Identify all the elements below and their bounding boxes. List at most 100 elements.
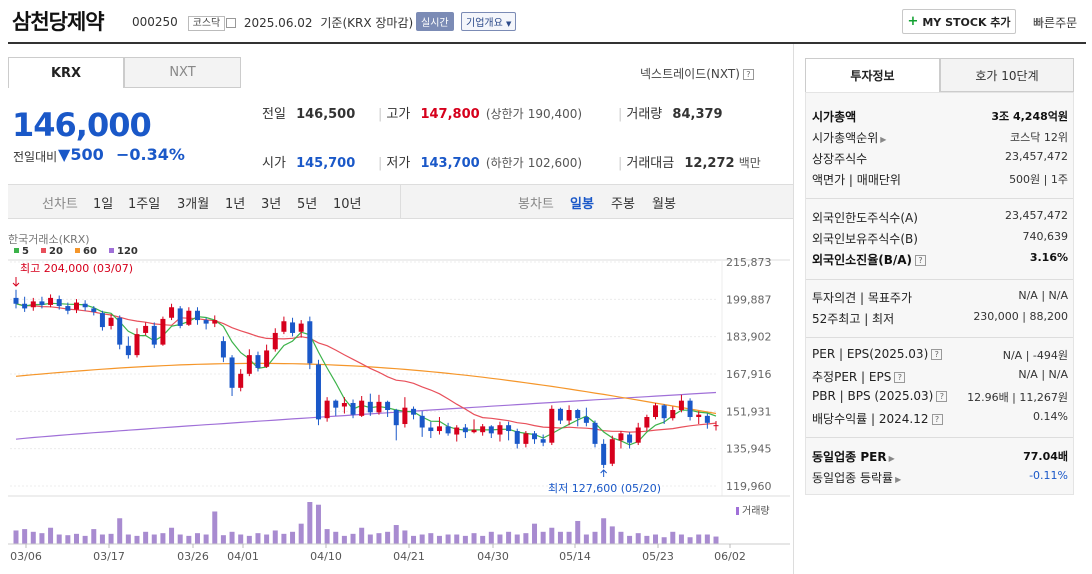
ma5-line <box>15 302 717 446</box>
candle-body <box>635 427 641 443</box>
info-key-wrap: 액면가 | 매매단위 <box>812 171 901 188</box>
page-title: 삼천당제약 <box>12 10 105 34</box>
chevron-right-icon[interactable]: ▶ <box>888 454 895 463</box>
candle-monthly[interactable]: 월봉 <box>652 197 676 212</box>
info-key-wrap: 외국인소진율(B/A)? <box>812 251 927 268</box>
candle-body <box>264 350 270 367</box>
upper-limit-label: (상한가 <box>485 107 524 121</box>
add-mystock-button[interactable]: + MY STOCK 추가 <box>902 9 1016 34</box>
info-row: PER | EPS(2025.03)? N/A | -494원 <box>812 347 1068 363</box>
period-1d[interactable]: 1일 <box>93 197 114 212</box>
volume-bar <box>220 535 226 544</box>
x-tick-label: 03/06 <box>10 550 42 563</box>
info-key-wrap: 52주최고 | 최저 <box>812 310 894 327</box>
candle-weekly[interactable]: 주봉 <box>611 197 635 212</box>
help-icon[interactable]: ? <box>915 255 927 266</box>
candle-body <box>419 415 425 428</box>
volume-bar <box>194 533 200 544</box>
help-icon[interactable]: ? <box>894 372 906 383</box>
candle-body <box>644 417 650 428</box>
basis-date: 2025.06.02 기준(KRX 장마감) <box>226 14 413 31</box>
volume-bar <box>290 531 296 544</box>
period-3y[interactable]: 3년 <box>261 197 282 212</box>
volume-label: 거래량 <box>742 505 770 517</box>
info-key: 52주최고 | 최저 <box>812 312 895 326</box>
volume-bar <box>506 531 512 544</box>
y-tick-label: 151,931 <box>726 405 772 418</box>
period-5y[interactable]: 5년 <box>297 197 318 212</box>
price-chart[interactable]: 215,873 199,887 183,902 167,916 151,931 135,9… <box>0 228 790 574</box>
info-row: 동일업종 등락률 ▶ -0.11% <box>812 469 1068 486</box>
company-overview-label: 기업개요 <box>466 18 503 29</box>
volume-bar <box>39 533 45 544</box>
line-chart-label[interactable]: 선차트 <box>42 197 78 212</box>
volume-bar <box>462 535 468 544</box>
volume-bar <box>151 534 157 544</box>
info-key-wrap: 외국인보유주식수(B) <box>812 230 918 247</box>
volume-bar <box>713 536 719 544</box>
info-row: 투자의견 | 목표주가 N/A | N/A <box>812 289 1068 306</box>
volume-bar <box>22 529 28 544</box>
volume-bar <box>238 534 244 544</box>
tab-investment-info[interactable]: 투자정보 <box>805 58 940 92</box>
candle-body <box>428 427 434 432</box>
candle-body <box>73 302 79 310</box>
volume-bar <box>169 527 175 544</box>
candle-daily[interactable]: 일봉 <box>570 197 594 212</box>
volume-bar <box>350 533 356 544</box>
chevron-right-icon[interactable]: ▶ <box>895 475 902 484</box>
y-tick-label: 135,945 <box>726 443 772 456</box>
candle-body <box>367 401 373 413</box>
candle-body <box>488 426 494 434</box>
volume-bar <box>644 535 650 544</box>
tab-krx[interactable]: KRX <box>8 57 124 88</box>
realtime-button[interactable]: 실시간 <box>416 12 454 31</box>
candle-body <box>549 408 555 443</box>
quick-order-link[interactable]: 빠른주문 <box>1033 14 1077 31</box>
info-value: N/A | N/A <box>1018 368 1068 381</box>
volume-bar <box>471 533 477 544</box>
ma-legend-swatch <box>14 248 19 253</box>
candle-body <box>514 431 520 444</box>
nextrade-link[interactable]: 넥스트레이드(NXT)? <box>640 65 754 82</box>
period-10y[interactable]: 10년 <box>333 197 362 212</box>
dropdown-arrow-icon: ▼ <box>506 20 512 28</box>
volume-bar <box>393 525 399 544</box>
volume-bar <box>661 537 667 544</box>
volume-bar <box>48 527 54 544</box>
change-amount: 500 <box>70 145 104 164</box>
x-tick-label: 05/23 <box>642 550 674 563</box>
x-tick-label: 03/17 <box>93 550 125 563</box>
candle-body <box>220 341 226 358</box>
candle-body <box>497 425 503 435</box>
y-tick-label: 215,873 <box>726 256 772 269</box>
volume-bar <box>73 533 79 544</box>
stat-value: 84,379 <box>672 107 723 122</box>
period-1w[interactable]: 1주일 <box>128 197 161 212</box>
chevron-right-icon[interactable]: ▶ <box>880 135 887 144</box>
candle-body <box>108 317 114 326</box>
volume-bar <box>82 535 88 544</box>
candle-body <box>696 414 702 418</box>
volume-bar <box>618 531 624 544</box>
volume-bar <box>514 534 520 544</box>
candle-chart-label[interactable]: 봉차트 <box>518 197 554 212</box>
volume-bar <box>203 534 209 544</box>
help-icon[interactable]: ? <box>936 391 948 402</box>
change-value: ▼500 <box>58 145 104 164</box>
help-icon[interactable]: ? <box>931 414 943 425</box>
candle-body <box>151 325 157 345</box>
info-divider <box>806 437 1073 438</box>
y-tick-label: 119,960 <box>726 480 772 493</box>
company-overview-button[interactable]: 기업개요 ▼ <box>461 12 517 31</box>
help-icon[interactable]: ? <box>742 69 754 80</box>
period-1y[interactable]: 1년 <box>225 197 246 212</box>
info-value: 23,457,472 <box>1005 150 1068 163</box>
volume-bar <box>143 531 149 544</box>
period-3m[interactable]: 3개월 <box>177 197 210 212</box>
tab-order-book[interactable]: 호가 10단계 <box>940 58 1074 92</box>
candle-body <box>39 301 45 305</box>
tab-nxt[interactable]: NXT <box>124 57 241 88</box>
help-icon[interactable]: ? <box>931 349 943 360</box>
stat-label: 거래량 <box>626 107 663 122</box>
